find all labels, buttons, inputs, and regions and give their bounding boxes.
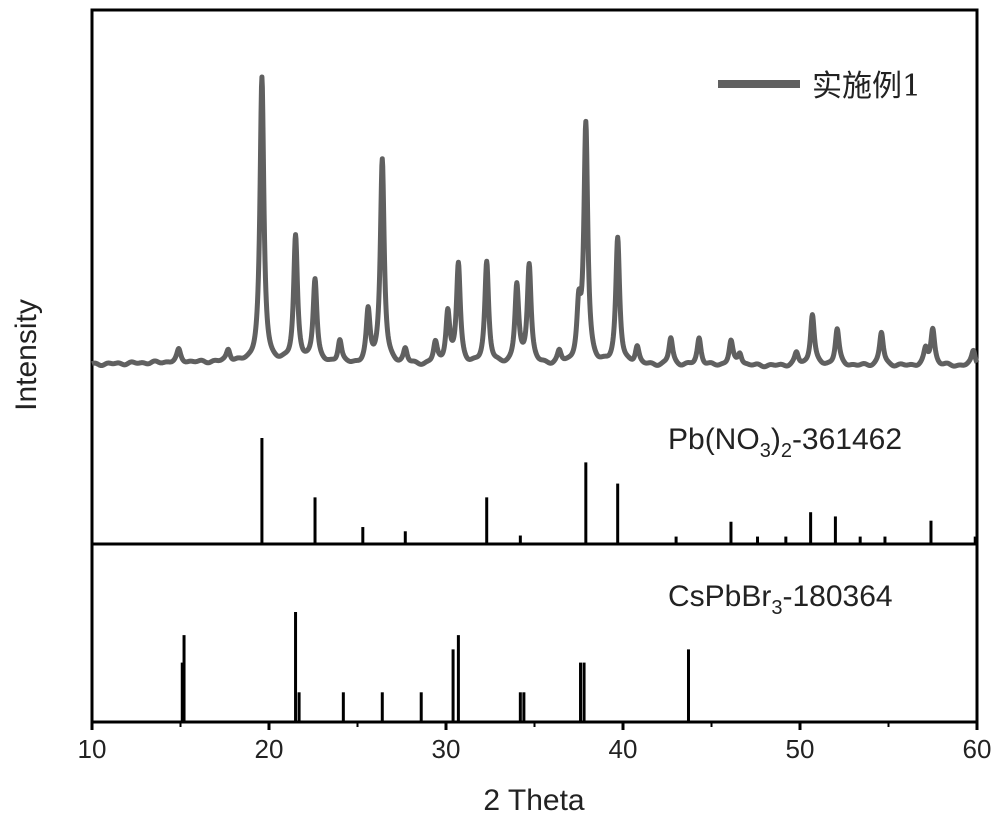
x-tick-label-30: 30 [432,734,461,764]
y-axis-title: Intensity [10,299,43,411]
reference-label-2: CsPbBr3-180364 [668,580,893,619]
x-axis-title: 2 Theta [483,784,585,817]
x-axis-ticks: 10 20 30 40 50 60 [78,722,992,764]
x-tick-label-20: 20 [255,734,284,764]
x-tick-label-40: 40 [609,734,638,764]
plot-frame [92,10,977,722]
pattern-line-series [92,77,977,367]
legend-label: 实施例1 [812,69,921,104]
legend: 实施例1 [718,69,921,104]
plot-border [92,10,977,722]
reference-label-1: Pb(NO3)2-361462 [668,423,902,462]
x-tick-label-60: 60 [963,734,992,764]
x-tick-label-10: 10 [78,734,107,764]
pattern-panel [92,77,977,367]
x-tick-label-50: 50 [786,734,815,764]
reference-panel-cspbbr3 [182,612,688,722]
